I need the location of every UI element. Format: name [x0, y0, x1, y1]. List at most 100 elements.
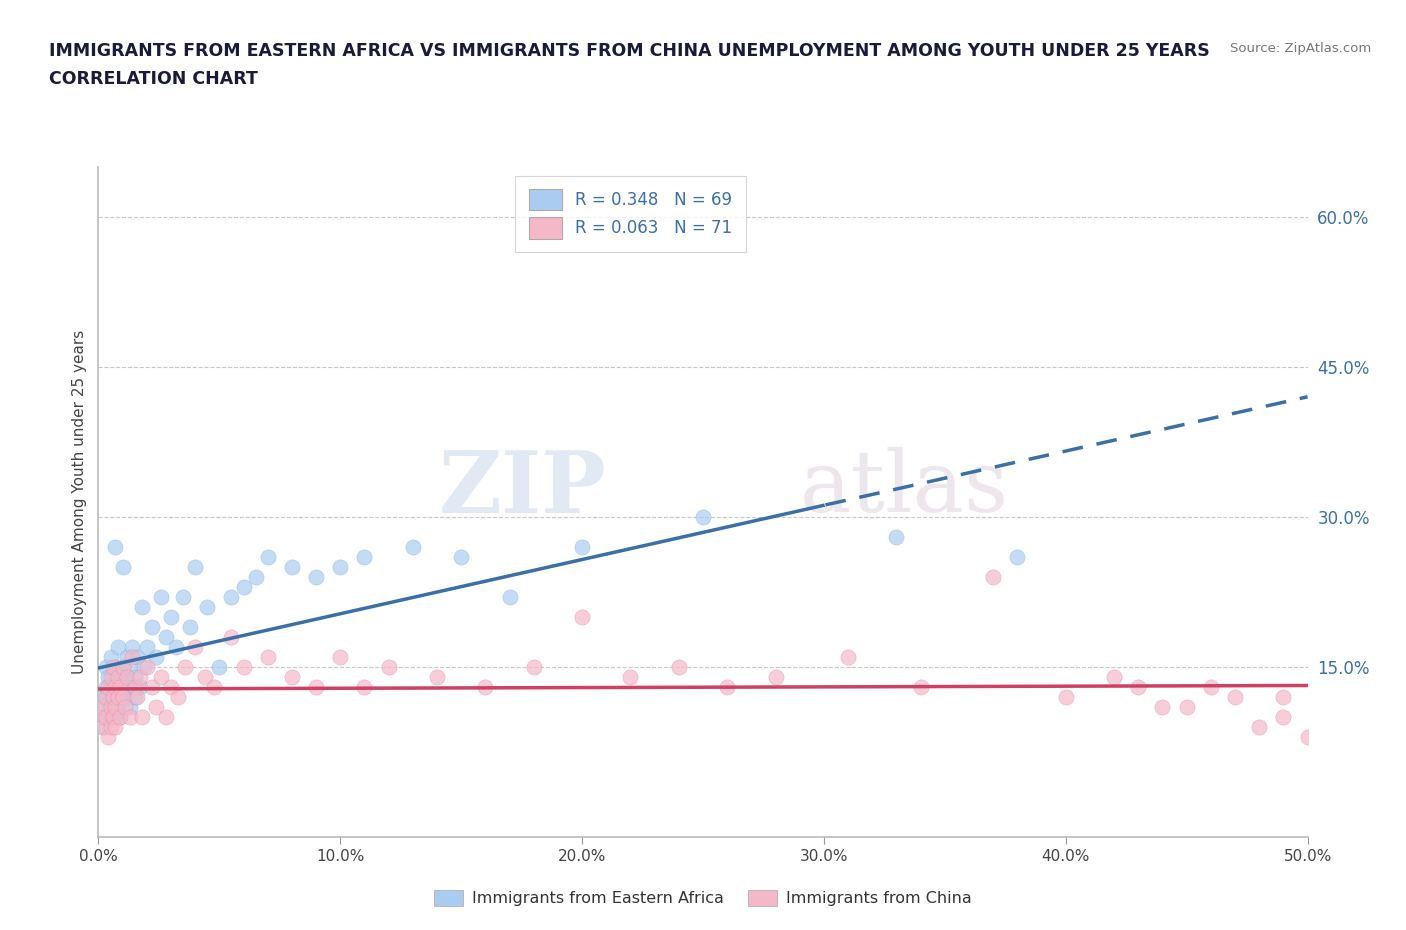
Point — [179, 619, 201, 634]
Point — [101, 680, 124, 695]
Point — [1272, 710, 1295, 724]
Point — [107, 670, 129, 684]
Point — [167, 690, 190, 705]
Point — [174, 659, 197, 674]
Y-axis label: Unemployment Among Youth under 25 years: Unemployment Among Youth under 25 years — [72, 330, 87, 674]
Point — [111, 690, 134, 705]
Point — [101, 670, 124, 684]
Text: IMMIGRANTS FROM EASTERN AFRICA VS IMMIGRANTS FROM CHINA UNEMPLOYMENT AMONG YOUTH: IMMIGRANTS FROM EASTERN AFRICA VS IMMIGR… — [49, 42, 1211, 60]
Point — [1102, 670, 1125, 684]
Point — [1199, 680, 1222, 695]
Point — [97, 680, 120, 695]
Point — [281, 560, 304, 575]
Point — [114, 670, 136, 684]
Point — [195, 600, 218, 615]
Point — [165, 640, 187, 655]
Point — [97, 690, 120, 705]
Point — [114, 690, 136, 705]
Point — [155, 710, 177, 724]
Point — [128, 670, 150, 684]
Point — [101, 690, 124, 705]
Point — [118, 699, 141, 714]
Point — [141, 680, 163, 695]
Point — [111, 659, 134, 674]
Point — [668, 659, 690, 674]
Point — [97, 730, 120, 745]
Point — [402, 539, 425, 554]
Point — [571, 610, 593, 625]
Point — [104, 659, 127, 674]
Point — [172, 590, 194, 604]
Point — [1296, 730, 1319, 745]
Point — [145, 650, 167, 665]
Point — [128, 680, 150, 695]
Point — [232, 579, 254, 594]
Point — [1175, 699, 1198, 714]
Point — [160, 680, 183, 695]
Point — [135, 659, 157, 674]
Legend: Immigrants from Eastern Africa, Immigrants from China: Immigrants from Eastern Africa, Immigran… — [427, 884, 979, 912]
Point — [353, 550, 375, 565]
Point — [101, 710, 124, 724]
Point — [127, 650, 149, 665]
Point — [108, 710, 131, 724]
Point — [90, 710, 112, 724]
Point — [124, 670, 146, 684]
Point — [910, 680, 932, 695]
Point — [91, 690, 114, 705]
Point — [1128, 680, 1150, 695]
Point — [100, 699, 122, 714]
Point — [117, 680, 139, 695]
Point — [91, 720, 114, 735]
Point — [117, 670, 139, 684]
Point — [108, 670, 131, 684]
Point — [94, 690, 117, 705]
Point — [101, 690, 124, 705]
Point — [256, 650, 278, 665]
Point — [107, 690, 129, 705]
Point — [100, 699, 122, 714]
Point — [94, 710, 117, 724]
Point — [353, 680, 375, 695]
Point — [108, 710, 131, 724]
Point — [256, 550, 278, 565]
Point — [104, 680, 127, 695]
Point — [94, 659, 117, 674]
Point — [124, 680, 146, 695]
Point — [981, 570, 1004, 585]
Point — [118, 710, 141, 724]
Point — [121, 640, 143, 655]
Point — [571, 539, 593, 554]
Point — [150, 590, 173, 604]
Point — [1152, 699, 1174, 714]
Point — [127, 690, 149, 705]
Point — [94, 680, 117, 695]
Point — [245, 570, 267, 585]
Point — [221, 630, 243, 644]
Point — [111, 659, 134, 674]
Point — [145, 699, 167, 714]
Point — [114, 699, 136, 714]
Point — [184, 640, 207, 655]
Point — [377, 659, 399, 674]
Point — [426, 670, 449, 684]
Point — [101, 659, 124, 674]
Text: ZIP: ZIP — [439, 446, 606, 531]
Point — [692, 510, 714, 525]
Point — [121, 650, 143, 665]
Point — [104, 699, 127, 714]
Point — [1272, 690, 1295, 705]
Point — [107, 640, 129, 655]
Point — [94, 699, 117, 714]
Point — [118, 659, 141, 674]
Point — [108, 680, 131, 695]
Point — [329, 560, 352, 575]
Point — [184, 560, 207, 575]
Point — [1054, 690, 1077, 705]
Point — [100, 670, 122, 684]
Point — [716, 680, 738, 695]
Point — [117, 650, 139, 665]
Point — [124, 690, 146, 705]
Point — [91, 699, 114, 714]
Point — [111, 680, 134, 695]
